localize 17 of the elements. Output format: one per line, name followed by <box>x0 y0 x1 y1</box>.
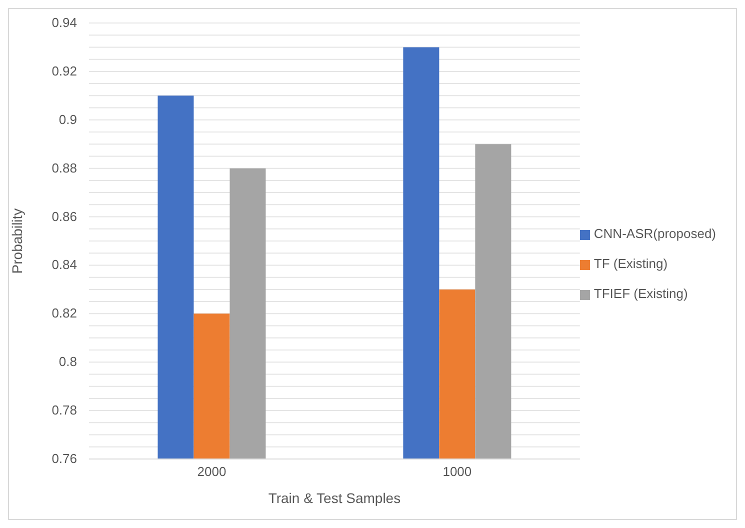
y-tick-label: 0.82 <box>52 306 77 321</box>
x-tick-label: 1000 <box>442 464 472 480</box>
y-tick-label: 0.88 <box>52 160 77 176</box>
y-axis-title: Probability <box>8 208 25 274</box>
y-tick-label: 0.86 <box>52 208 77 224</box>
y-tick-label: 0.92 <box>52 63 77 78</box>
legend-label: TFIEF (Existing) <box>594 286 688 301</box>
y-tick-label: 0.9 <box>58 112 77 127</box>
x-tick-label: 2000 <box>197 464 226 480</box>
y-tick-label: 0.8 <box>58 354 77 370</box>
legend-label: TF (Existing) <box>594 256 668 271</box>
x-axis-title: Train & Test Samples <box>268 490 401 506</box>
y-tick-label: 0.76 <box>52 451 77 466</box>
legend-label: CNN-ASR(proposed) <box>594 226 716 241</box>
y-tick-label: 0.94 <box>52 15 77 30</box>
y-tick-label: 0.78 <box>52 402 77 418</box>
y-tick-label: 0.84 <box>52 257 77 272</box>
